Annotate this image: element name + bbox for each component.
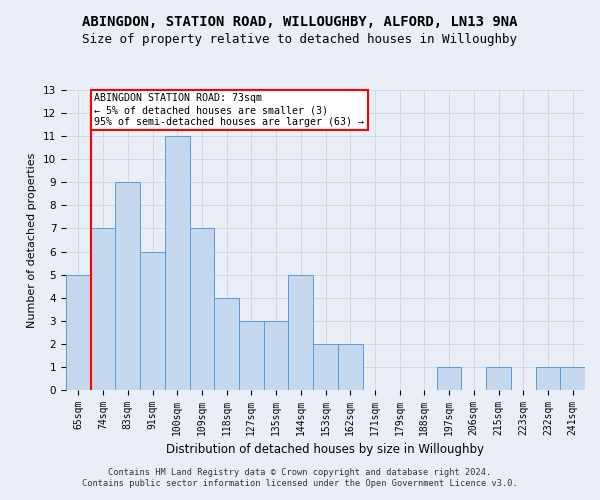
Bar	[239, 321, 264, 390]
Bar	[536, 367, 560, 390]
Bar	[289, 274, 313, 390]
Bar	[91, 228, 115, 390]
Bar	[115, 182, 140, 390]
Bar	[313, 344, 338, 390]
X-axis label: Distribution of detached houses by size in Willoughby: Distribution of detached houses by size …	[167, 444, 485, 456]
Bar	[437, 367, 461, 390]
Text: ABINGDON, STATION ROAD, WILLOUGHBY, ALFORD, LN13 9NA: ABINGDON, STATION ROAD, WILLOUGHBY, ALFO…	[82, 15, 518, 29]
Bar	[486, 367, 511, 390]
Bar	[190, 228, 214, 390]
Text: Size of property relative to detached houses in Willoughby: Size of property relative to detached ho…	[83, 32, 517, 46]
Text: ABINGDON STATION ROAD: 73sqm
← 5% of detached houses are smaller (3)
95% of semi: ABINGDON STATION ROAD: 73sqm ← 5% of det…	[94, 94, 364, 126]
Bar	[560, 367, 585, 390]
Bar	[214, 298, 239, 390]
Bar	[165, 136, 190, 390]
Y-axis label: Number of detached properties: Number of detached properties	[28, 152, 37, 328]
Bar	[264, 321, 289, 390]
Bar	[66, 274, 91, 390]
Bar	[140, 252, 165, 390]
Bar	[338, 344, 362, 390]
Text: Contains HM Land Registry data © Crown copyright and database right 2024.
Contai: Contains HM Land Registry data © Crown c…	[82, 468, 518, 487]
